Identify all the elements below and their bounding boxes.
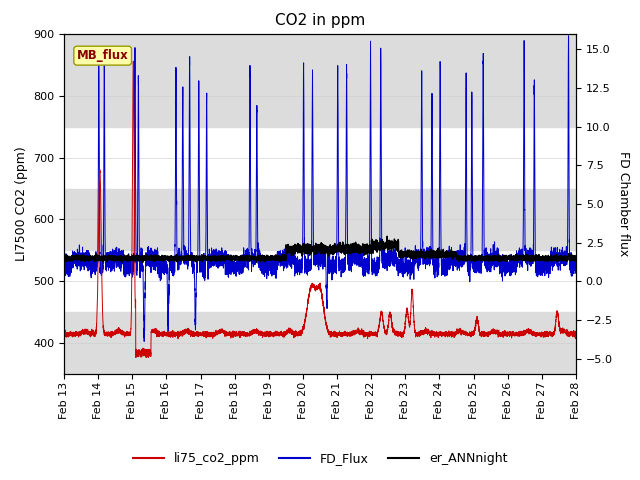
Bar <box>64 34 576 65</box>
Y-axis label: LI7500 CO2 (ppm): LI7500 CO2 (ppm) <box>15 146 28 262</box>
Legend: li75_co2_ppm, FD_Flux, er_ANNnight: li75_co2_ppm, FD_Flux, er_ANNnight <box>128 447 512 470</box>
Bar <box>64 65 576 127</box>
Title: CO2 in ppm: CO2 in ppm <box>275 13 365 28</box>
Bar <box>64 312 576 374</box>
Y-axis label: FD Chamber flux: FD Chamber flux <box>616 151 630 257</box>
Bar <box>64 189 576 251</box>
Text: MB_flux: MB_flux <box>77 49 129 62</box>
